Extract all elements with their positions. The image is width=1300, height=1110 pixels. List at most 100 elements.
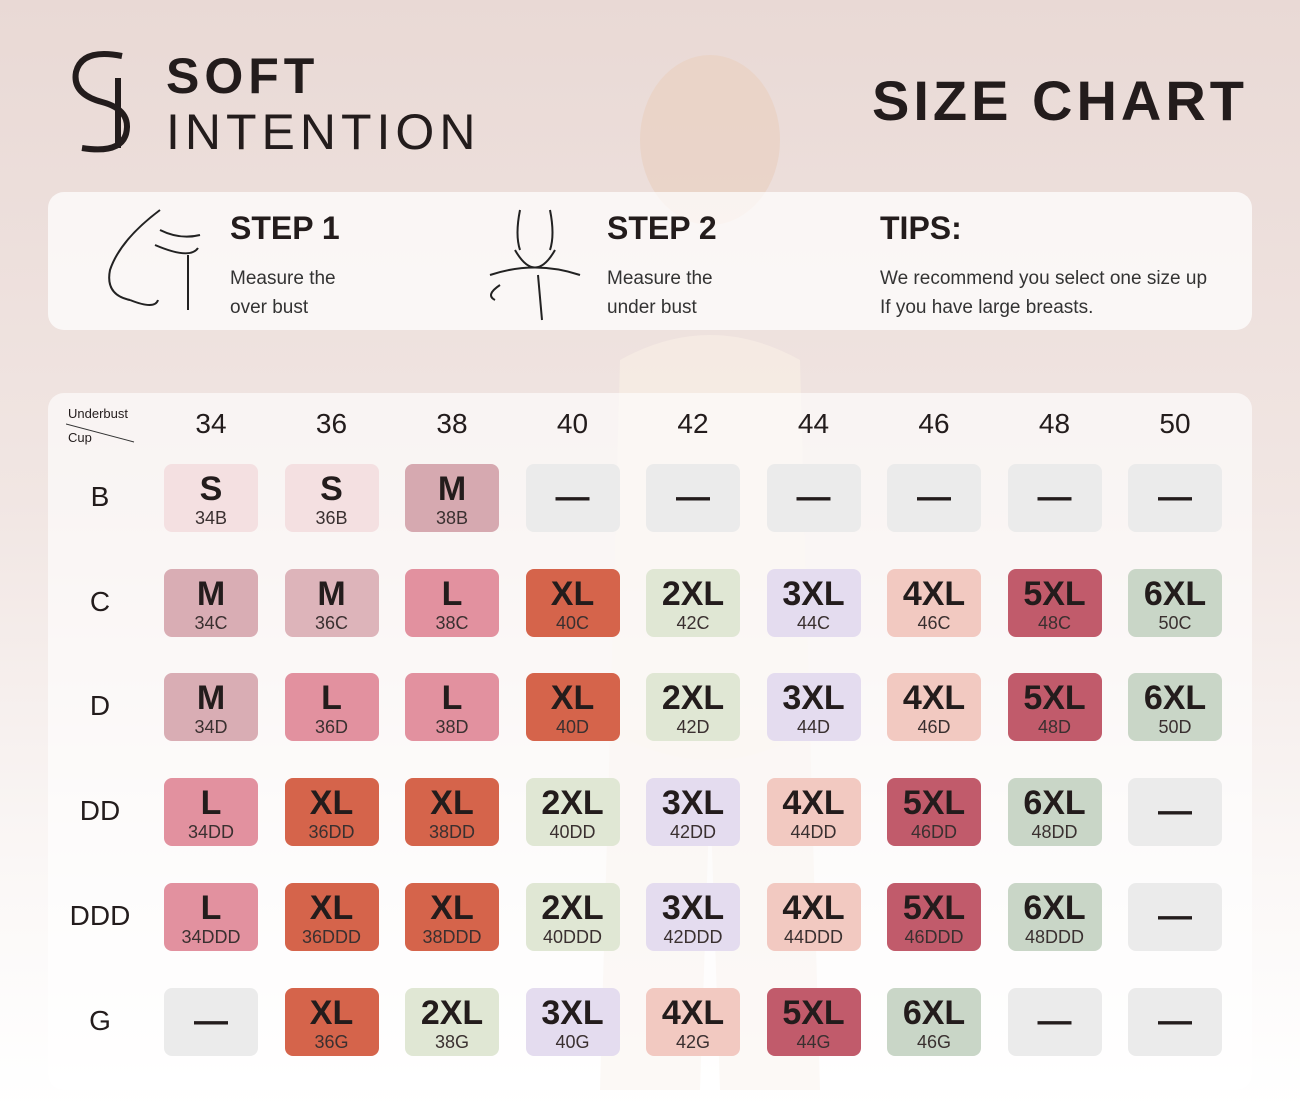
size-cell: — [1128,882,1222,951]
size-label: — [917,478,951,516]
size-cell: 4XL 46C [887,568,981,637]
size-code: 34C [194,612,228,633]
column-header: 46 [918,408,950,439]
size-code: 46DDD [904,926,964,947]
size-cell: XL 36DDD [284,882,379,951]
size-label: 2XL [420,993,484,1032]
size-cell: 5XL 48C [1007,568,1102,637]
size-cell: S 34B [164,464,258,532]
size-code: 48D [1037,717,1072,738]
size-cell: — [1128,464,1222,532]
size-code: 40DD [549,822,596,843]
column-header: 34 [195,408,227,439]
size-cell: 3XL 44D [766,673,861,742]
size-label: 3XL [541,993,604,1032]
size-label: 5XL [1023,679,1086,718]
size-code: 50C [1158,612,1192,633]
size-cell: M 34D [164,673,258,742]
size-cell: 6XL 48DDD [1007,882,1102,951]
size-cell: 6XL 50C [1128,568,1222,637]
size-code: 36DD [308,822,355,843]
size-cell: 4XL 46D [887,673,981,742]
size-cell: 2XL 40DDD [525,882,620,951]
size-cell: XL 40D [525,673,620,742]
size-label: 3XL [782,679,845,718]
brand: SOFT [166,48,320,104]
size-label: 6XL [1023,888,1086,927]
size-cell: XL 40C [525,568,620,637]
size-cell: L 34DDD [164,882,258,951]
size-cell: — [766,464,861,532]
size-label: XL [309,784,354,823]
tips-line: We recommend you select one size up [880,268,1208,289]
row-header: DD [79,795,121,827]
size-cell: 6XL 46G [887,987,981,1056]
size-code: 50D [1158,717,1192,738]
size-label: — [1158,792,1192,831]
size-label: 4XL [902,574,966,613]
size-label: 5XL [1023,574,1086,613]
size-code: 40D [555,717,590,738]
tips-text: We recommend you select one size up If yo… [880,264,1207,322]
step-icon [489,209,581,321]
size-label: 3XL [782,574,845,613]
size-code: 42C [676,612,710,633]
size-code: 34D [194,717,228,738]
size-label: 5XL [902,784,966,823]
size-cell: — [1007,464,1102,532]
brand: INTENTION [166,104,481,160]
step-line: Measure the [230,268,336,289]
column-header: 48 [1038,408,1071,439]
size-code: 34DDD [181,926,241,947]
size-cell: M 36C [284,568,379,637]
size-code: 44D [796,717,831,738]
size-label: — [1037,478,1072,516]
size-code: 44DD [790,822,837,843]
size-label: — [1158,896,1192,935]
size-label: 3XL [661,888,725,927]
size-label: — [796,478,831,516]
size-cell: XL 38DDD [405,882,499,951]
size-code: 36B [315,508,348,528]
size-label: — [676,478,710,516]
size-code: 36DDD [301,926,362,947]
size-code: 38B [435,508,469,528]
size-cell: 3XL 40G [525,987,620,1056]
size-label: 6XL [1143,679,1207,718]
size-label: L [200,888,222,927]
size-label: XL [309,888,354,927]
row-header: C [89,585,111,617]
size-cell: 2XL 42C [646,568,740,637]
size-label: M [196,679,226,718]
size-code: 42G [675,1031,711,1052]
size-code: 48DD [1031,822,1078,843]
size-cell: XL 36DD [284,778,379,847]
size-code: 40DDD [542,926,603,947]
column-header: 40 [556,408,589,439]
size-code: 36D [314,717,349,738]
step-line: under bust [607,297,697,318]
step-title: STEP 2 [607,210,717,246]
row-header: B [90,481,110,512]
size-cell: 3XL 44C [766,568,861,637]
size-label: XL [550,679,595,718]
size-code: 34B [194,508,228,528]
size-code: 48DDD [1024,926,1085,947]
size-code: 42D [676,717,710,738]
size-cell: 2XL 38G [405,987,499,1056]
size-label: XL [550,574,595,613]
size-cell: — [1128,778,1222,847]
size-label: M [437,470,467,508]
size-label: M [317,574,346,613]
size-label: — [1158,478,1192,516]
size-cell: L 38D [405,673,499,742]
column-header: 50 [1159,408,1191,439]
column-header: 36 [315,408,348,439]
size-cell: 5XL 48D [1007,673,1102,742]
size-label: 3XL [661,784,725,823]
tips-line: If you have large breasts. [880,297,1094,318]
size-label: — [194,1001,228,1040]
row-header: D [89,690,111,722]
size-label: 6XL [1023,784,1086,823]
title: SIZE CHART [872,69,1248,132]
